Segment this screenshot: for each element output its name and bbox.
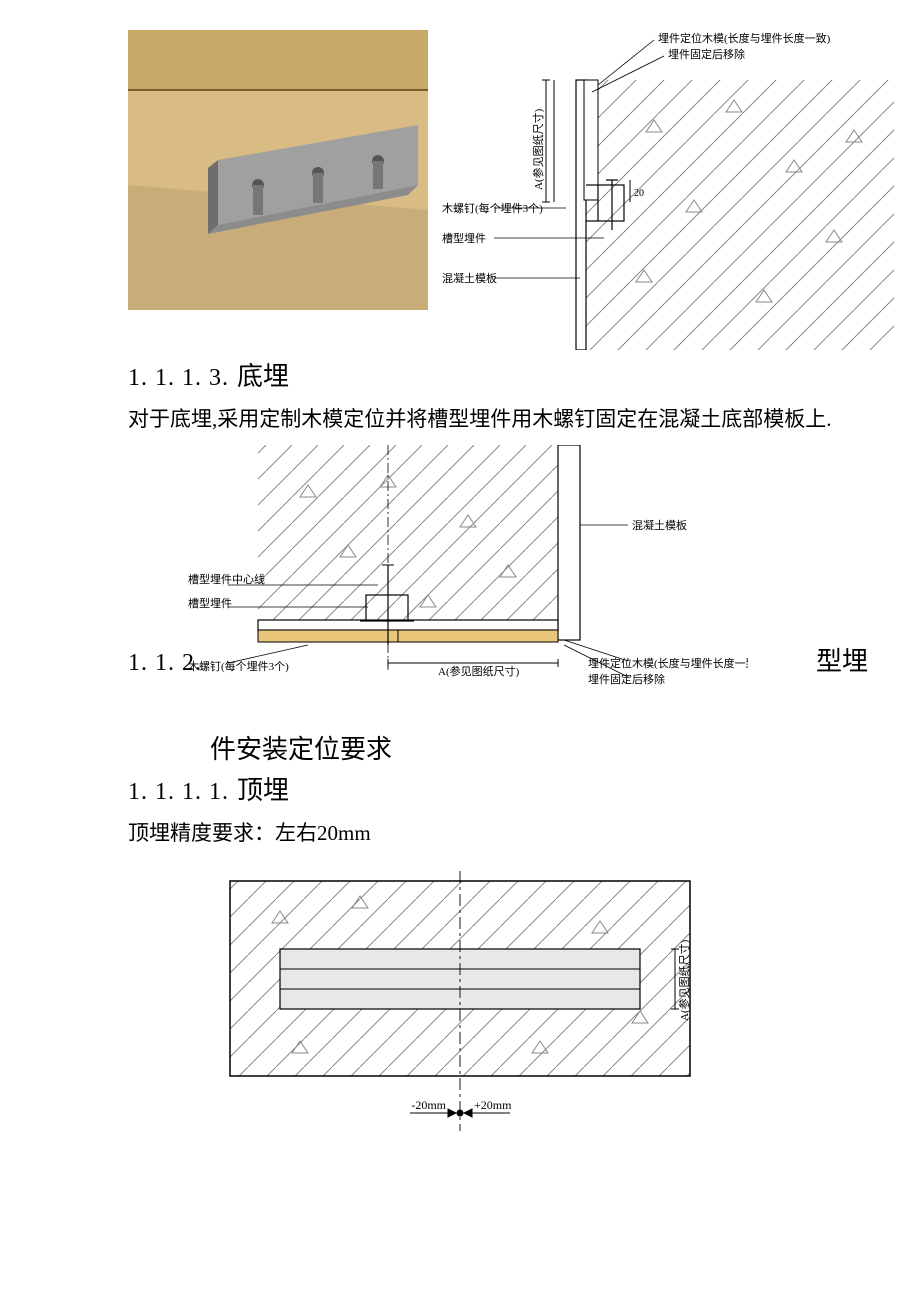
text-1-1-1-3: 对于底埋,采用定制木模定位并将槽型埋件用木螺钉固定在混凝土底部模板上. xyxy=(128,403,920,433)
heading-title: 底埋 xyxy=(237,356,289,393)
label-tol-right: +20mm xyxy=(474,1098,512,1112)
label-centerline: 槽型埋件中心线 xyxy=(188,572,265,586)
heading-num: 1. 1. 1. 1. xyxy=(128,779,229,806)
photo-side-embed xyxy=(128,30,428,310)
figure-top-row: 埋件定位木模(长度与埋件长度一致) 埋件固定后移除 A(参见图纸尺寸) 20 木… xyxy=(128,30,920,350)
label-top1: 埋件定位木模(长度与埋件长度一致) xyxy=(658,31,831,45)
label-axis-v: A(参见图纸尺寸) xyxy=(677,939,691,1021)
figure-bottom-section-wrap: 混凝土模板 槽型埋件中心线 槽型埋件 木螺钉(每个埋件3个) A(参见图纸尺寸)… xyxy=(128,445,828,705)
label-top2: 埋件固定后移除 xyxy=(668,47,745,61)
label-formwork: 混凝土模板 xyxy=(442,271,497,285)
diagram-side-section: 埋件定位木模(长度与埋件长度一致) 埋件固定后移除 A(参见图纸尺寸) 20 木… xyxy=(434,30,894,350)
label-formwork: 混凝土模板 xyxy=(632,518,687,532)
diagram-top-plan: A(参见图纸尺寸) -20mm +20mm xyxy=(220,871,720,1161)
label-tol-left: -20mm xyxy=(411,1098,446,1112)
label-dim20: 20 xyxy=(634,188,644,199)
heading-1-1-1-1: 1. 1. 1. 1. 顶埋 xyxy=(128,770,920,807)
heading-num: 1. 1. 1. 3. xyxy=(128,365,229,392)
label-axis-v: A(参见图纸尺寸) xyxy=(531,108,545,190)
heading-1-1-1-3: 1. 1. 1. 3. 底埋 xyxy=(128,356,920,393)
heading-title: 顶埋 xyxy=(237,770,289,807)
heading-1-1-2-num: 1. 1. 2. xyxy=(128,650,202,677)
text-1-1-1-1: 顶埋精度要求：左右20mm xyxy=(128,817,920,847)
label-channel: 槽型埋件 xyxy=(188,596,232,610)
label-screw: 木螺钉(每个埋件3个) xyxy=(442,201,543,215)
heading-1-1-2-right: 型埋 xyxy=(816,641,868,678)
heading-1-1-2-center: 件安装定位要求 xyxy=(210,729,920,766)
label-channel: 槽型埋件 xyxy=(442,231,486,245)
